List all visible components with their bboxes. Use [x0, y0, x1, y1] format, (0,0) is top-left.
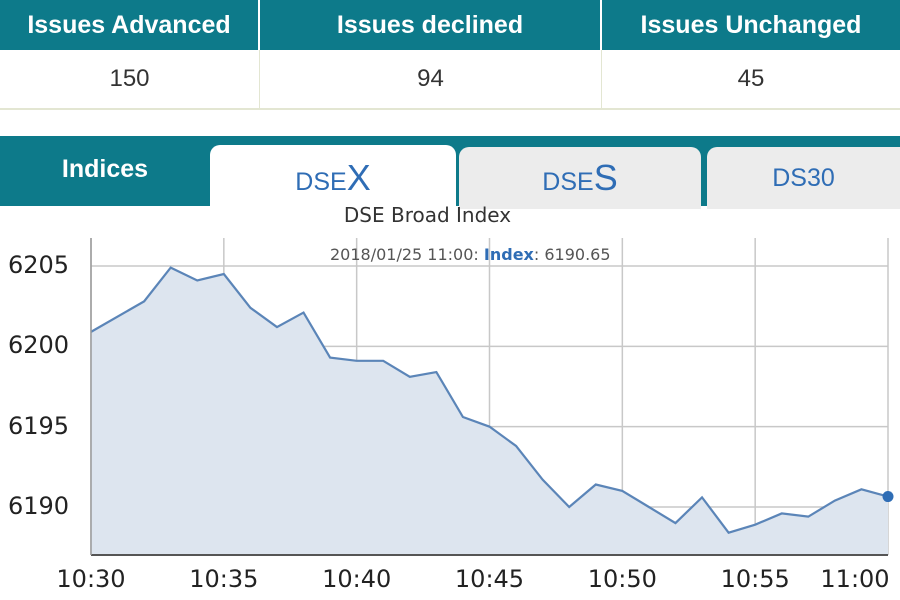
x-tick-label: 10:45 [454, 565, 525, 593]
series-line [90, 266, 889, 534]
x-tick-label: 10:30 [56, 565, 126, 593]
tab-dses-label: DSES [542, 157, 617, 199]
summary-values-row: 150 94 45 [0, 50, 900, 110]
index-chart [0, 200, 900, 600]
header-issues-declined: Issues declined [260, 0, 602, 50]
indices-section-label: Indices [61, 154, 149, 183]
last-point-marker [882, 491, 894, 503]
x-tick-label: 11:00 [820, 565, 890, 593]
value-issues-advanced: 150 [0, 50, 260, 108]
issues-summary-table: Issues Advanced Issues declined Issues U… [0, 0, 900, 110]
y-tick-label: 6190 [8, 492, 70, 520]
tab-ds30-label: DS30 [772, 163, 835, 192]
tab-dses-big: S [593, 157, 618, 198]
x-tick-label: 10:50 [587, 565, 657, 593]
x-tick-label: 10:40 [322, 565, 392, 593]
x-tick-label: 10:35 [189, 565, 259, 593]
summary-header-row: Issues Advanced Issues declined Issues U… [0, 0, 900, 50]
chart-tooltip: 2018/01/25 11:00: Index: 6190.65 [330, 245, 611, 264]
tab-ds30[interactable]: DS30 [707, 147, 900, 209]
series-area [91, 267, 888, 555]
y-tick-label: 6200 [8, 331, 70, 360]
tab-dses-prefix: DSE [542, 168, 594, 196]
tab-dsex[interactable]: DSEX [210, 145, 456, 210]
value-issues-declined: 94 [260, 50, 602, 108]
chart-plot-area [90, 238, 894, 556]
x-tick-label: 10:55 [720, 565, 790, 593]
y-tick-label: 6195 [8, 411, 70, 440]
y-tick-label: 6205 [8, 251, 70, 279]
header-issues-unchanged: Issues Unchanged [640, 10, 862, 39]
header-issues-advanced: Issues Advanced [0, 0, 260, 50]
chart-title: DSE Broad Index [343, 203, 512, 227]
tab-dses[interactable]: DSES [459, 147, 701, 209]
tab-dsex-big: X [346, 156, 371, 198]
tooltip-value: : 6190.65 [533, 245, 611, 264]
tab-dsex-label: DSEX [295, 157, 370, 199]
tooltip-label: Index [483, 245, 534, 264]
value-issues-unchanged: 45 [737, 65, 765, 92]
tab-dsex-prefix: DSE [295, 167, 347, 196]
tooltip-datetime: 2018/01/25 11:00: [330, 245, 479, 264]
